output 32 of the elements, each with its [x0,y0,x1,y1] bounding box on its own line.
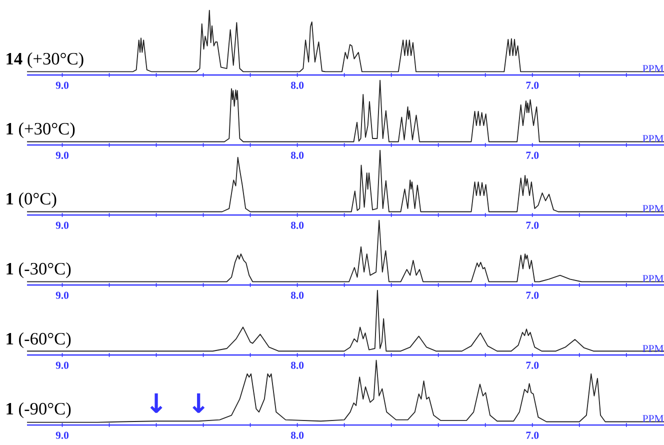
x-axis-title: PPM [642,135,664,142]
x-tick-label: 7.0 [526,432,539,439]
x-tick-label: 8.0 [291,432,304,439]
x-axis-title: PPM [642,65,664,72]
x-tick-label: 9.0 [56,292,69,299]
annotation: ↓ [150,393,162,413]
x-tick-label: 8.0 [291,152,304,159]
series-label: 1 (-60°C) [6,332,71,348]
annotation: ↓ [192,393,205,413]
x-tick-label: 7.0 [526,222,539,229]
x-tick-label: 8.0 [291,362,304,369]
x-axis-title: PPM [642,275,664,282]
x-axis-title: PPM [642,415,664,422]
x-tick-label: 9.0 [56,152,69,159]
x-tick-label: 8.0 [291,292,304,299]
x-tick-label: 9.0 [56,432,69,439]
x-tick-label: 9.0 [56,82,69,89]
x-tick-label: 7.0 [526,82,539,89]
x-tick-label: 8.0 [291,222,304,229]
x-tick-label: 7.0 [526,292,539,299]
series-label: 1 (+30°C) [6,122,75,138]
x-tick-label: 9.0 [56,222,69,229]
x-tick-label: 7.0 [526,152,539,159]
series-label: 1 (-90°C) [6,402,71,418]
series-label: 1 (0°C) [6,192,56,208]
x-axis-title: PPM [642,205,664,212]
x-tick-label: 8.0 [291,82,304,89]
x-tick-label: 9.0 [56,362,69,369]
x-tick-label: 7.0 [526,362,539,369]
series-label: 1 (-30°C) [6,262,71,278]
series-label: 14 (+30°C) [6,52,84,68]
x-axis-title: PPM [642,345,664,352]
